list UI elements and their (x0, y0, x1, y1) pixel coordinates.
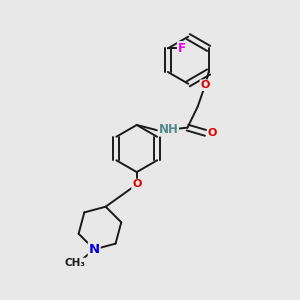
Text: O: O (200, 80, 210, 90)
Text: F: F (178, 42, 186, 55)
Text: O: O (132, 179, 141, 190)
Text: CH₃: CH₃ (64, 259, 85, 269)
Text: O: O (208, 128, 217, 138)
Text: N: N (89, 243, 100, 256)
Text: NH: NH (158, 123, 178, 136)
